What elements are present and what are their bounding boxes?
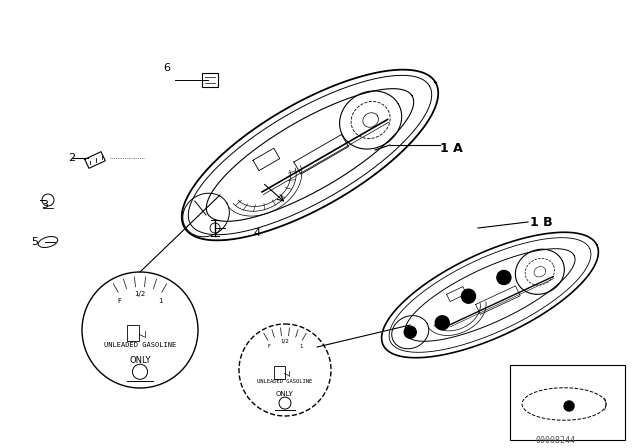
Text: F: F — [117, 297, 122, 304]
Bar — [202, 73, 218, 87]
Text: 00008244: 00008244 — [535, 435, 575, 444]
Text: 2: 2 — [68, 153, 75, 163]
Text: 1/2: 1/2 — [280, 339, 289, 344]
Text: F: F — [267, 344, 270, 349]
Text: 3: 3 — [42, 200, 49, 210]
Text: 1 A: 1 A — [440, 142, 463, 155]
Bar — [127, 325, 140, 341]
Circle shape — [461, 289, 476, 303]
Bar — [275, 366, 285, 379]
Text: 5: 5 — [31, 237, 38, 247]
Text: UNLEADED GASOLINE: UNLEADED GASOLINE — [104, 341, 176, 348]
Text: ONLY: ONLY — [276, 391, 294, 397]
Text: ONLY: ONLY — [129, 356, 151, 365]
Bar — [510, 365, 625, 440]
Text: UNLEADED GASOLINE: UNLEADED GASOLINE — [257, 379, 312, 384]
Circle shape — [404, 326, 416, 338]
Text: 4: 4 — [253, 228, 260, 238]
Text: 1 B: 1 B — [530, 215, 552, 228]
Circle shape — [564, 401, 574, 411]
Text: 1: 1 — [300, 344, 303, 349]
Text: 1: 1 — [158, 297, 163, 304]
Text: 1/2: 1/2 — [134, 291, 146, 297]
Circle shape — [435, 316, 449, 330]
Circle shape — [497, 271, 511, 284]
Text: 6: 6 — [163, 63, 170, 73]
